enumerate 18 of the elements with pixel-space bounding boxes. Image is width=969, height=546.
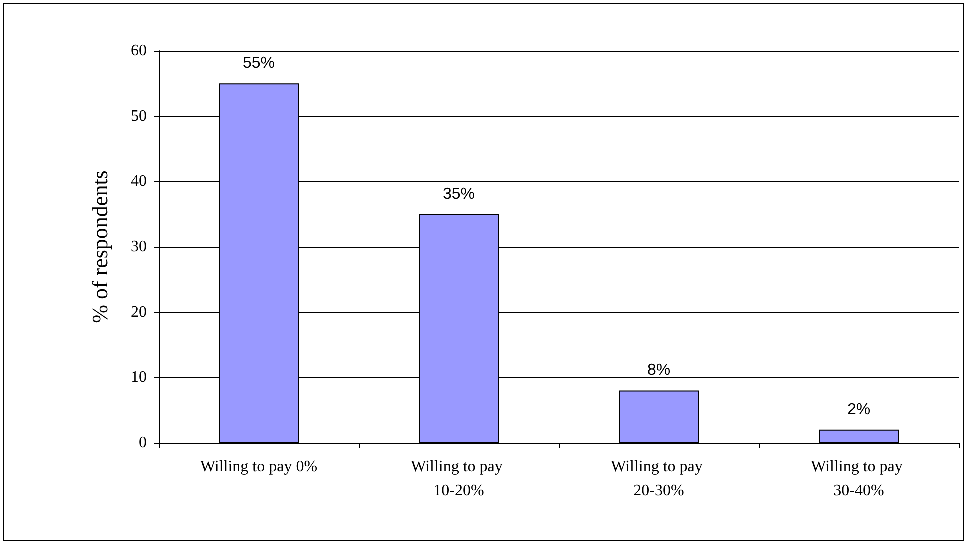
data-label: 55%: [242, 55, 276, 72]
y-tick-label: 30: [131, 238, 147, 256]
y-tick-label: 50: [131, 108, 147, 125]
data-label: 8%: [647, 362, 671, 380]
bar: [819, 430, 899, 443]
x-tick-label: Willing to pay 10-20%: [411, 458, 507, 500]
data-label: 2%: [847, 401, 871, 418]
x-tick-label: Willing to pay 30-40%: [811, 458, 907, 500]
y-tick-label: 10: [131, 369, 147, 386]
y-tick-label: 40: [131, 173, 147, 190]
data-label: 35%: [442, 186, 476, 203]
y-tick-label: 0: [139, 434, 147, 452]
y-tick-label: 20: [131, 304, 147, 321]
x-tick-label: Willing to pay 20-30%: [611, 458, 707, 500]
bar: [619, 390, 699, 443]
y-tick-label: 60: [131, 42, 147, 60]
y-axis-title: % of respondents: [88, 170, 112, 324]
x-tick-label: Willing to pay 0%: [200, 458, 318, 476]
